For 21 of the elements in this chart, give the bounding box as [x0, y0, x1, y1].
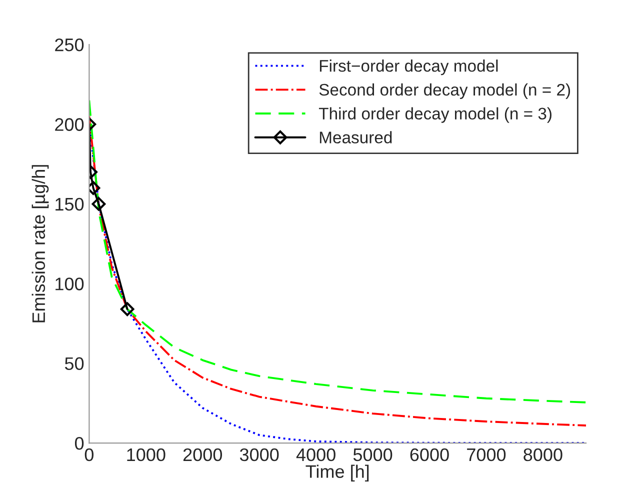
- x-tick-label: 0: [84, 448, 94, 462]
- x-tick-label: 5000: [353, 448, 392, 462]
- y-tick-label: 250: [55, 38, 84, 52]
- legend-label: Second order decay model (n = 2): [319, 83, 570, 99]
- x-tick-label: 4000: [296, 448, 336, 462]
- x-tick-label: 3000: [240, 448, 279, 462]
- y-tick-label: 0: [74, 436, 84, 450]
- x-tick-label: 1000: [127, 448, 166, 462]
- legend-label: Third order decay model (n = 3): [318, 107, 552, 123]
- y-axis-title: Emission rate [µg/h]: [32, 165, 49, 322]
- y-tick-label: 50: [64, 357, 84, 370]
- y-tick-label: 200: [55, 118, 84, 131]
- legend-label: Measured: [320, 131, 392, 144]
- y-tick-label: 100: [56, 278, 84, 290]
- y-tick-label: 150: [56, 198, 84, 211]
- x-tick-label: 8000: [524, 448, 562, 462]
- x-tick-label: 6000: [410, 448, 449, 462]
- x-tick-label: 2000: [183, 448, 222, 462]
- x-tick-label: 7000: [467, 448, 506, 462]
- legend-label: First−order decay model: [320, 60, 498, 76]
- x-axis-title: Time [h]: [306, 464, 369, 482]
